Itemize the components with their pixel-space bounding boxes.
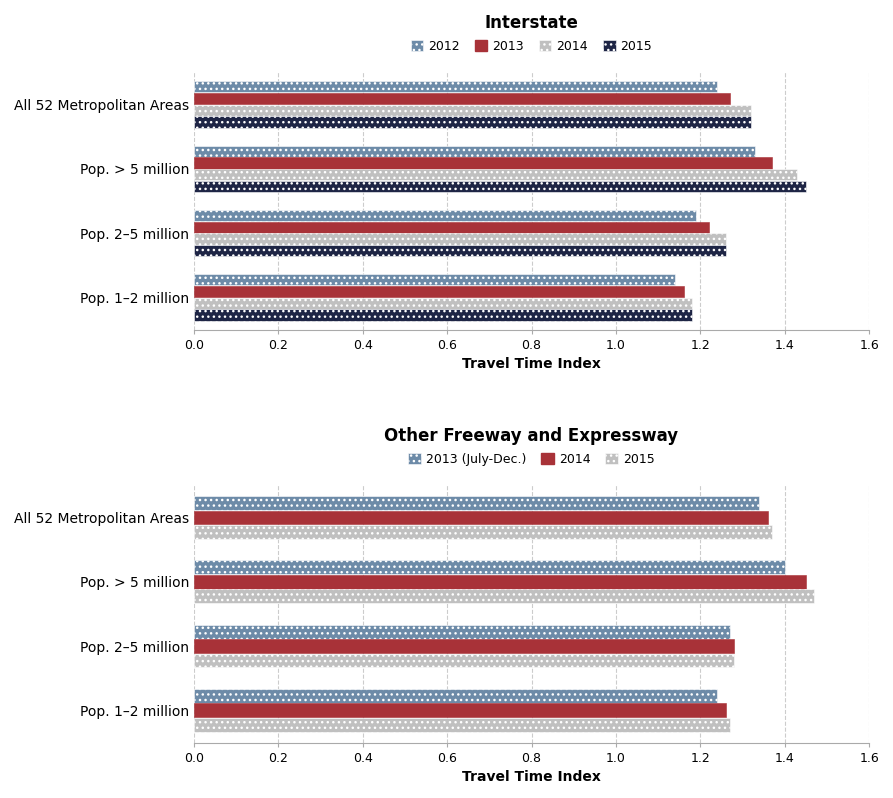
Bar bbox=[194, 181, 805, 192]
Bar bbox=[194, 157, 772, 168]
Title: Other Freeway and Expressway: Other Freeway and Expressway bbox=[385, 427, 679, 444]
Bar bbox=[194, 81, 717, 93]
Bar bbox=[194, 145, 755, 157]
Bar bbox=[194, 654, 734, 667]
Bar bbox=[194, 275, 675, 286]
X-axis label: Travel Time Index: Travel Time Index bbox=[462, 770, 601, 784]
Bar bbox=[194, 639, 734, 653]
Bar bbox=[194, 560, 785, 575]
Legend: 2013 (July-Dec.), 2014, 2015: 2013 (July-Dec.), 2014, 2015 bbox=[404, 448, 660, 471]
Bar bbox=[194, 298, 692, 309]
Bar bbox=[194, 222, 709, 233]
Bar bbox=[194, 310, 692, 321]
X-axis label: Travel Time Index: Travel Time Index bbox=[462, 358, 601, 371]
Bar bbox=[194, 117, 751, 128]
Bar bbox=[194, 245, 726, 256]
Bar bbox=[194, 589, 814, 603]
Bar bbox=[194, 496, 759, 510]
Bar bbox=[194, 689, 717, 703]
Legend: 2012, 2013, 2014, 2015: 2012, 2013, 2014, 2015 bbox=[405, 35, 657, 57]
Title: Interstate: Interstate bbox=[485, 14, 579, 32]
Bar bbox=[194, 210, 697, 221]
Bar bbox=[194, 93, 730, 105]
Bar bbox=[194, 525, 772, 539]
Bar bbox=[194, 105, 751, 116]
Bar bbox=[194, 511, 768, 524]
Bar bbox=[194, 718, 730, 732]
Bar bbox=[194, 169, 797, 180]
Bar bbox=[194, 575, 805, 589]
Bar bbox=[194, 704, 726, 717]
Bar bbox=[194, 233, 726, 245]
Bar bbox=[194, 625, 730, 638]
Bar bbox=[194, 286, 683, 297]
